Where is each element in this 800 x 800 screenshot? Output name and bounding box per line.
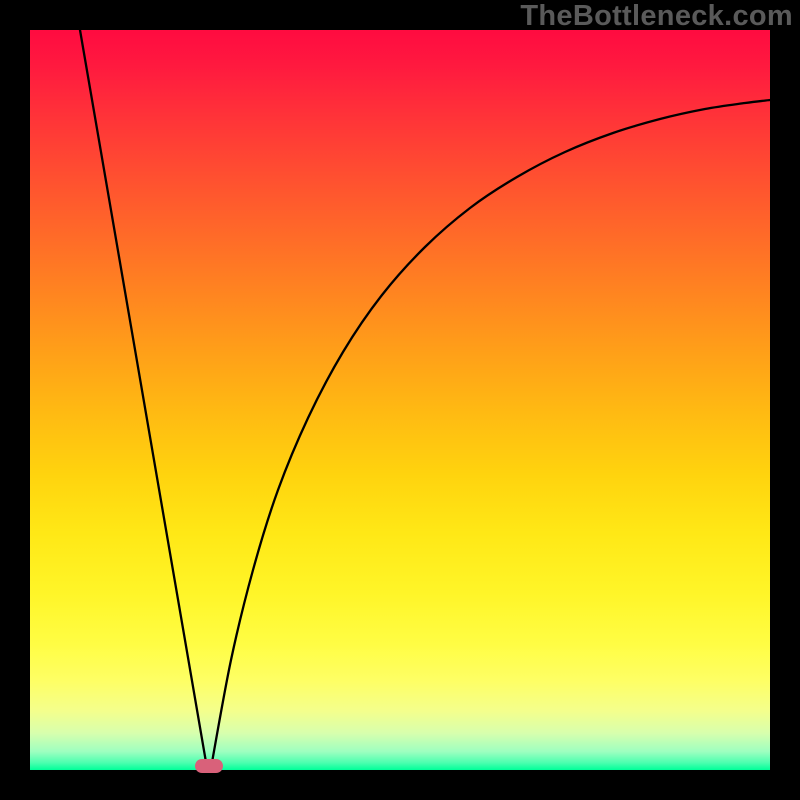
watermark-text: TheBottleneck.com <box>520 0 793 33</box>
bottleneck-curve <box>30 30 770 770</box>
optimal-point-marker <box>193 757 225 775</box>
chart-container: TheBottleneck.com <box>0 0 800 800</box>
